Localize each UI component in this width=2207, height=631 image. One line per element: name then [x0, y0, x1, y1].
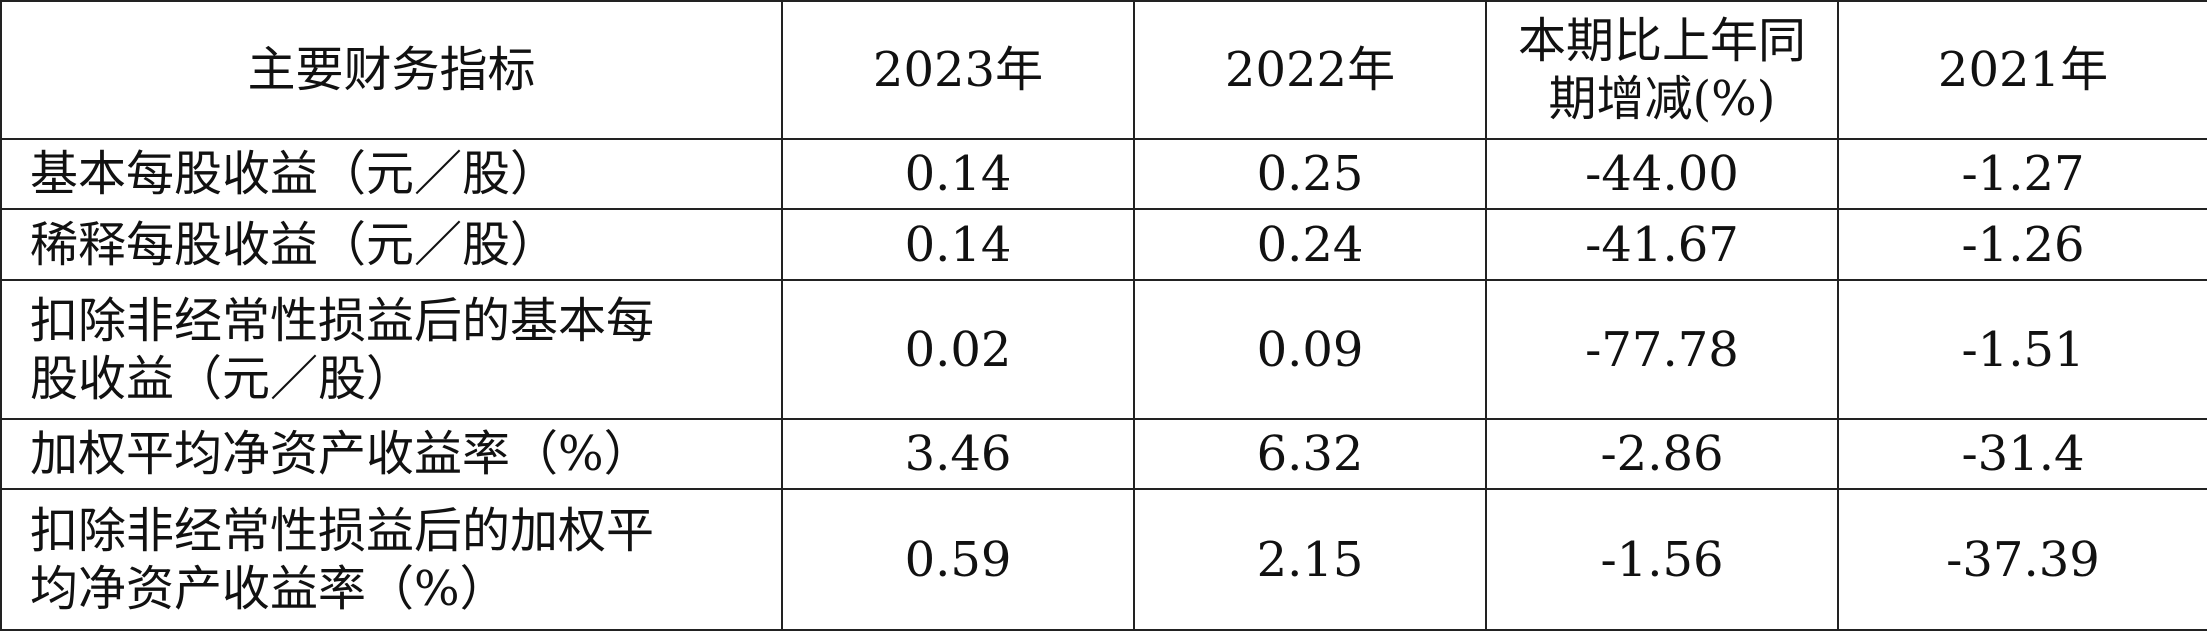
cell-text: 主要财务指标: [247, 42, 536, 98]
cell-text: -77.78: [1585, 321, 1739, 378]
table-cell: -1.27: [1837, 138, 2207, 210]
table-cell: 0.09: [1133, 279, 1487, 420]
cell-text: -37.39: [1946, 531, 2100, 588]
table-cell: 3.46: [781, 418, 1135, 490]
cell-text: 2022年: [1224, 42, 1396, 98]
data-row: 扣除非经常性损益后的加权平均净资产收益率（%） 0.59 2.15 -1.56 -37.…: [0, 488, 2207, 631]
cell-text: 加权平均净资产收益率（%）: [30, 426, 652, 482]
data-row: 扣除非经常性损益后的基本每股收益（元／股） 0.02 0.09 -77.78 -1.51: [0, 279, 2207, 420]
cell-text: 3.46: [904, 426, 1012, 482]
cell-text: -1.56: [1600, 531, 1724, 588]
table-cell: 0.59: [781, 488, 1135, 631]
cell-text: -1.51: [1961, 321, 2085, 378]
header-row: 主要财务指标 2023年 2022年 本期比上年同期增减(%) 2021年: [0, 0, 2207, 140]
cell-text: 2023年: [872, 42, 1044, 98]
cell-text: 扣除非经常性损益后的基本每股收益（元／股）: [30, 292, 655, 407]
table-cell: 0.24: [1133, 208, 1487, 281]
cell-text: 基本每股收益（元／股）: [30, 146, 559, 202]
table-cell: 2023年: [781, 0, 1135, 140]
data-row: 加权平均净资产收益率（%） 3.46 6.32 -2.86 -31.4: [0, 418, 2207, 490]
table-cell: 基本每股收益（元／股）: [0, 138, 783, 210]
cell-text: 稀释每股收益（元／股）: [30, 216, 559, 273]
cell-text: 本期比上年同期增减(%): [1517, 13, 1806, 127]
cell-text: 扣除非经常性损益后的加权平均净资产收益率（%）: [30, 502, 655, 617]
cell-text: -44.00: [1585, 146, 1739, 202]
cell-text: 0.14: [904, 216, 1012, 273]
cell-text: -2.86: [1600, 426, 1724, 482]
table-cell: 0.14: [781, 138, 1135, 210]
table-cell: 6.32: [1133, 418, 1487, 490]
cell-text: 6.32: [1256, 426, 1364, 482]
table-cell: 2022年: [1133, 0, 1487, 140]
table-cell: -31.4: [1837, 418, 2207, 490]
cell-text: 0.59: [904, 531, 1012, 588]
cell-text: -1.26: [1961, 216, 2085, 273]
cell-text: 0.02: [904, 321, 1012, 378]
table-cell: -37.39: [1837, 488, 2207, 631]
table-cell: 0.25: [1133, 138, 1487, 210]
table-cell: -1.51: [1837, 279, 2207, 420]
cell-text: 0.24: [1256, 216, 1364, 273]
table-cell: 稀释每股收益（元／股）: [0, 208, 783, 281]
table-cell: 2021年: [1837, 0, 2207, 140]
table-cell: 0.14: [781, 208, 1135, 281]
table-cell: 本期比上年同期增减(%): [1485, 0, 1839, 140]
table-cell: -1.26: [1837, 208, 2207, 281]
cell-text: -1.27: [1961, 146, 2085, 202]
table-cell: -2.86: [1485, 418, 1839, 490]
cell-text: 0.09: [1256, 321, 1364, 378]
table-cell: 扣除非经常性损益后的加权平均净资产收益率（%）: [0, 488, 783, 631]
cell-text: 0.14: [904, 146, 1012, 202]
cell-text: 2021年: [1937, 42, 2109, 98]
cell-text: 2.15: [1256, 531, 1364, 588]
table-cell: 主要财务指标: [0, 0, 783, 140]
table-cell: -77.78: [1485, 279, 1839, 420]
table-cell: 扣除非经常性损益后的基本每股收益（元／股）: [0, 279, 783, 420]
cell-text: -31.4: [1961, 426, 2085, 482]
table-cell: -44.00: [1485, 138, 1839, 210]
cell-text: 0.25: [1256, 146, 1364, 202]
table-cell: 0.02: [781, 279, 1135, 420]
data-row: 稀释每股收益（元／股） 0.14 0.24 -41.67 -1.26: [0, 208, 2207, 281]
cell-text: -41.67: [1585, 216, 1739, 273]
table-cell: 加权平均净资产收益率（%）: [0, 418, 783, 490]
table-cell: -1.56: [1485, 488, 1839, 631]
table-cell: -41.67: [1485, 208, 1839, 281]
data-row: 基本每股收益（元／股） 0.14 0.25 -44.00 -1.27: [0, 138, 2207, 210]
table-cell: 2.15: [1133, 488, 1487, 631]
